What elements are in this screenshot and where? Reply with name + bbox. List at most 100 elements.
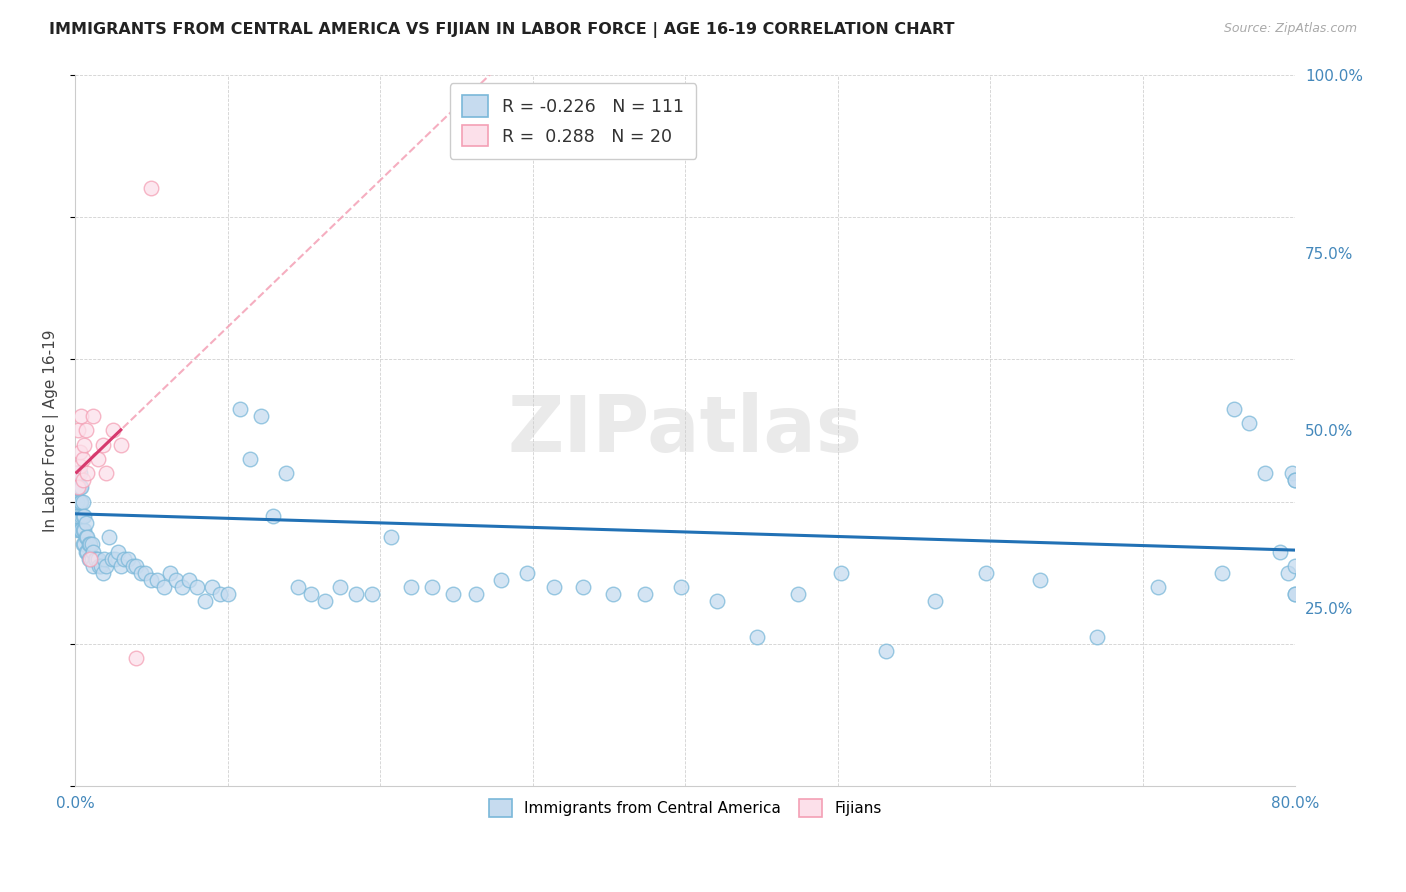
Point — [465, 587, 488, 601]
Point — [634, 587, 657, 601]
Point — [70, 508, 93, 523]
Point — [65, 480, 87, 494]
Point — [82, 558, 104, 573]
Point — [93, 551, 115, 566]
Point — [72, 523, 94, 537]
Point — [65, 494, 87, 508]
Point — [543, 580, 565, 594]
Text: Source: ZipAtlas.com: Source: ZipAtlas.com — [1223, 22, 1357, 36]
Point — [70, 523, 93, 537]
Point — [69, 480, 91, 494]
Point — [361, 587, 384, 601]
Point — [1239, 417, 1261, 431]
Point — [67, 508, 90, 523]
Point — [75, 516, 97, 530]
Point — [82, 409, 104, 424]
Point — [107, 544, 129, 558]
Point — [73, 537, 96, 551]
Point — [1277, 566, 1299, 580]
Point — [201, 580, 224, 594]
Point — [1223, 402, 1246, 417]
Point — [100, 551, 122, 566]
Point — [125, 558, 148, 573]
Point — [344, 587, 367, 601]
Point — [69, 494, 91, 508]
Point — [186, 580, 208, 594]
Point — [239, 452, 262, 467]
Point — [110, 438, 132, 452]
Point — [87, 551, 110, 566]
Point — [112, 551, 135, 566]
Point — [217, 587, 239, 601]
Point — [787, 587, 810, 601]
Point — [159, 566, 181, 580]
Point — [87, 452, 110, 467]
Point — [76, 467, 98, 481]
Legend: Immigrants from Central America, Fijians: Immigrants from Central America, Fijians — [481, 791, 889, 825]
Point — [73, 508, 96, 523]
Point — [924, 594, 946, 608]
Point — [72, 508, 94, 523]
Point — [489, 573, 512, 587]
Point — [97, 530, 120, 544]
Point — [80, 537, 103, 551]
Point — [69, 467, 91, 481]
Point — [77, 551, 100, 566]
Point — [67, 467, 90, 481]
Point — [90, 558, 112, 573]
Point — [122, 558, 145, 573]
Point — [1284, 473, 1306, 487]
Point — [75, 530, 97, 544]
Point — [72, 452, 94, 467]
Point — [72, 537, 94, 551]
Point — [1268, 544, 1291, 558]
Point — [380, 530, 402, 544]
Point — [441, 587, 464, 601]
Point — [515, 566, 537, 580]
Point — [314, 594, 336, 608]
Point — [250, 409, 273, 424]
Point — [301, 587, 323, 601]
Point — [974, 566, 997, 580]
Point — [73, 438, 96, 452]
Point — [274, 467, 297, 481]
Point — [86, 551, 108, 566]
Point — [420, 580, 443, 594]
Point — [79, 551, 101, 566]
Point — [117, 551, 139, 566]
Point — [129, 566, 152, 580]
Point — [1085, 630, 1108, 644]
Point — [110, 558, 132, 573]
Point — [82, 544, 104, 558]
Point — [602, 587, 624, 601]
Point — [134, 566, 156, 580]
Point — [70, 494, 93, 508]
Point — [70, 480, 93, 494]
Point — [103, 424, 125, 438]
Point — [84, 551, 107, 566]
Point — [72, 494, 94, 508]
Point — [399, 580, 422, 594]
Point — [329, 580, 352, 594]
Point — [80, 551, 103, 566]
Point — [745, 630, 768, 644]
Point — [146, 573, 169, 587]
Point — [69, 445, 91, 459]
Point — [165, 573, 187, 587]
Point — [75, 424, 97, 438]
Point — [572, 580, 595, 594]
Point — [65, 467, 87, 481]
Point — [262, 508, 284, 523]
Point — [67, 424, 90, 438]
Point — [194, 594, 217, 608]
Point — [79, 537, 101, 551]
Point — [65, 467, 87, 481]
Point — [67, 480, 90, 494]
Point — [104, 551, 127, 566]
Point — [208, 587, 231, 601]
Point — [70, 409, 93, 424]
Point — [706, 594, 728, 608]
Point — [229, 402, 252, 417]
Point — [1253, 467, 1275, 481]
Point — [141, 181, 163, 195]
